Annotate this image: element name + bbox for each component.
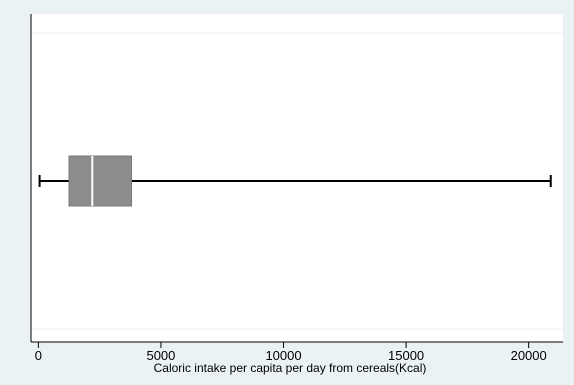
iqr-box	[68, 155, 133, 207]
x-tick-label-4: 20000	[511, 348, 547, 363]
x-tick-label-3: 15000	[388, 348, 424, 363]
x-tick-label-0: 0	[35, 348, 42, 363]
x-axis-title: Caloric intake per capita per day from c…	[154, 361, 427, 375]
x-tick-label-2: 10000	[265, 348, 301, 363]
x-tick-label-1: 5000	[146, 348, 175, 363]
